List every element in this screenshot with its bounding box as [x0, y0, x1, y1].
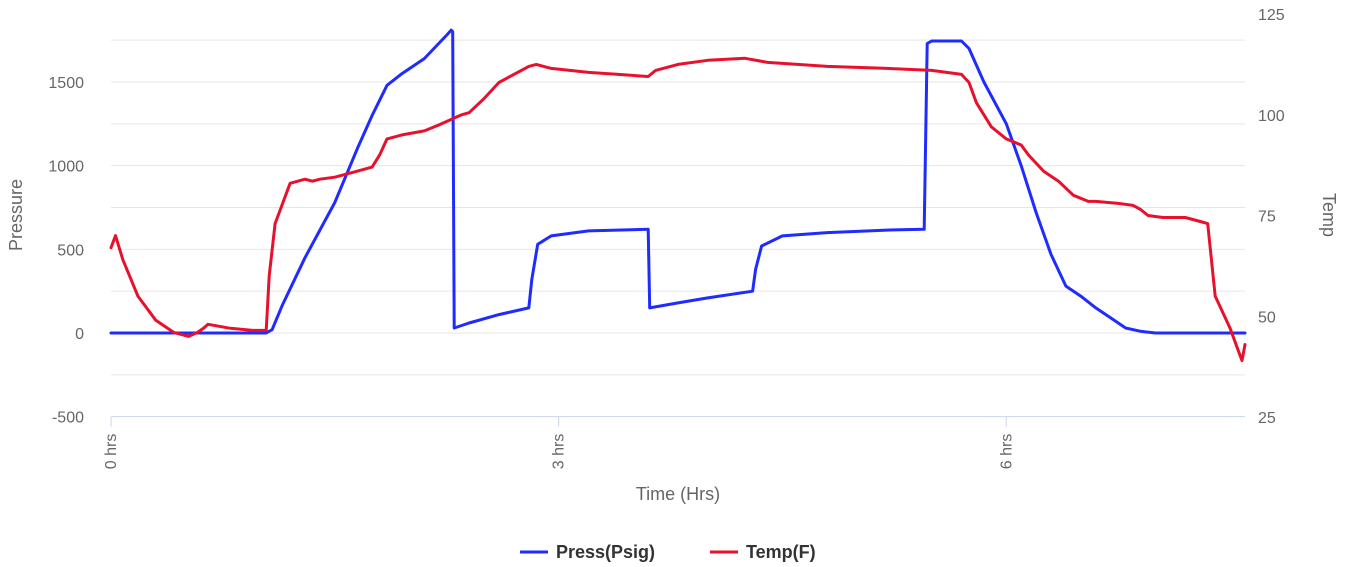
- legend: Press(Psig) Temp(F): [520, 542, 816, 562]
- y-left-tick-label: 1500: [48, 75, 84, 92]
- y-right-tick-label: 75: [1258, 209, 1276, 226]
- series-lines: [109, 28, 1247, 363]
- x-tick-label: 0 hrs: [103, 434, 120, 470]
- grid-lines: [111, 39, 1245, 376]
- y-left-tick-label: 0: [75, 326, 84, 343]
- y-right-tick-label: 125: [1258, 7, 1285, 24]
- legend-label-temp: Temp(F): [746, 542, 816, 562]
- y-right-tick-label: 100: [1258, 108, 1285, 125]
- x-axis-ticks: 0 hrs 3 hrs 6 hrs: [103, 416, 1015, 470]
- legend-item-press[interactable]: Press(Psig): [520, 542, 655, 562]
- y-right-tick-label: 25: [1258, 410, 1276, 427]
- series-line-press[interactable]: [109, 28, 1247, 335]
- y-axis-left-tick-labels: -500 0 500 1000 1500: [48, 75, 84, 427]
- y-left-tick-label: 1000: [48, 159, 84, 176]
- legend-label-press: Press(Psig): [556, 542, 655, 562]
- x-tick-label: 6 hrs: [998, 434, 1015, 470]
- legend-item-temp[interactable]: Temp(F): [710, 542, 816, 562]
- y-axis-left-title: Pressure: [6, 179, 26, 251]
- series-line-temp[interactable]: [109, 56, 1247, 363]
- x-tick-label: 3 hrs: [551, 434, 568, 470]
- y-left-tick-label: -500: [52, 410, 84, 427]
- y-axis-right-title: Temp: [1319, 193, 1339, 237]
- y-axis-right-tick-labels: 25 50 75 100 125: [1258, 7, 1285, 427]
- y-right-tick-label: 50: [1258, 309, 1276, 326]
- x-axis-title: Time (Hrs): [636, 484, 720, 504]
- y-left-tick-label: 500: [57, 242, 84, 259]
